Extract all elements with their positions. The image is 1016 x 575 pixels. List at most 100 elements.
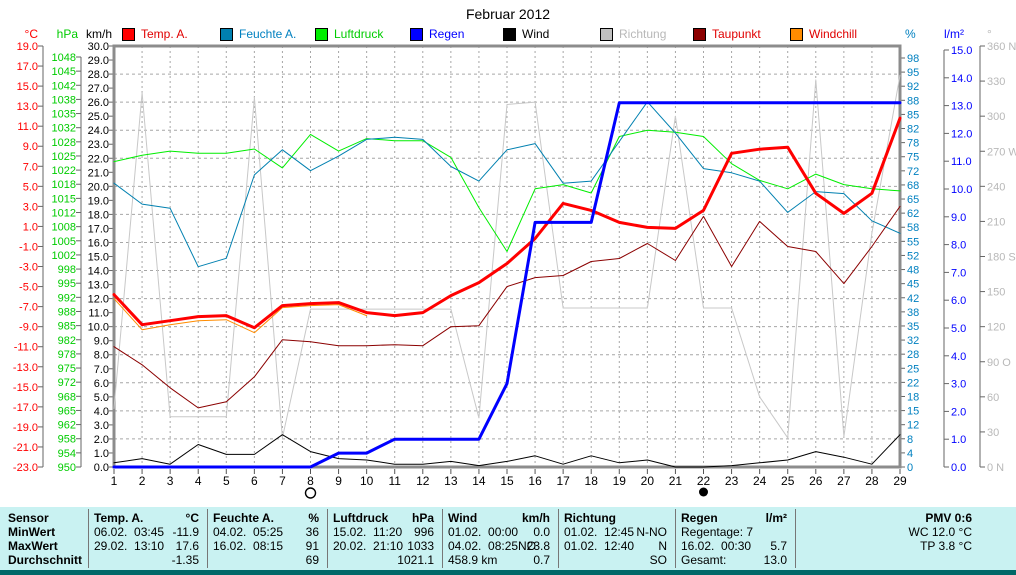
axis-percent-tick-label: 62 xyxy=(907,208,919,220)
axis-kmh-tick-label: 13.0 xyxy=(88,280,109,292)
axis-percent-tick-label: 82 xyxy=(907,124,919,136)
day-label: 5 xyxy=(223,474,230,488)
axis-hpa-tick-label: 1025 xyxy=(52,151,76,163)
legend-label: Taupunkt xyxy=(712,27,761,41)
table-separator xyxy=(207,509,208,568)
legend-item-feuchte-a: Feuchte A. xyxy=(220,27,296,41)
axis-lm2-tick-label: 3.0 xyxy=(951,379,966,391)
axis-hpa-tick-label: 988 xyxy=(58,306,76,318)
axis-degrees-tick-label: 120 xyxy=(987,322,1005,334)
axis-lm2-tick-label: 5.0 xyxy=(951,323,966,335)
axis-kmh-tick-label: 9.0 xyxy=(94,336,109,348)
stat-header-unit-3: km/h xyxy=(521,511,550,525)
axis-lm2-tick-label: 14.0 xyxy=(951,73,972,85)
legend-swatch xyxy=(315,27,328,41)
footer-strip xyxy=(0,570,1016,575)
series-taupunkt xyxy=(113,205,901,409)
day-label: 11 xyxy=(388,474,401,488)
axis-percent-tick-label: 8 xyxy=(907,434,913,446)
series-wind xyxy=(113,434,901,468)
axis-degrees-tick-label: 180 S xyxy=(987,252,1016,264)
axis-kmh-tick-label: 11.0 xyxy=(88,308,109,320)
legend-item-luftdruck: Luftdruck xyxy=(315,27,383,41)
day-label: 22 xyxy=(697,474,711,488)
day-label: 19 xyxy=(613,474,627,488)
axis-kmh-tick-label: 20.0 xyxy=(88,181,109,193)
axis-degC-tick-label: 3.0 xyxy=(23,201,38,213)
axis-hpa-tick-label: 958 xyxy=(58,434,76,446)
stat-min-value-1: 36 xyxy=(305,525,319,539)
axis-degC-tick-label: 9.0 xyxy=(23,141,38,153)
legend-label: Luftdruck xyxy=(334,27,384,41)
axis-lm2-tick-label: 11.0 xyxy=(951,156,972,168)
legend-swatch xyxy=(503,27,516,41)
day-label: 20 xyxy=(641,474,655,488)
legend-swatch xyxy=(600,27,613,41)
axis-hpa-tick-label: 1028 xyxy=(52,137,76,149)
axis-kmh-tick-label: 6.0 xyxy=(94,378,109,390)
series-temp-a xyxy=(112,116,902,330)
day-label: 18 xyxy=(585,474,599,488)
stat-avg-value-1: 69 xyxy=(305,553,319,567)
unit-percent-label: % xyxy=(905,27,916,41)
day-label: 1 xyxy=(111,474,118,488)
axis-percent-tick-label: 18 xyxy=(907,391,919,403)
stat-max-when-0: 29.02. 13:10 xyxy=(94,539,165,553)
stat-header-name-3: Wind xyxy=(448,511,478,525)
axis-percent-tick-label: 4 xyxy=(907,448,913,460)
axis-kmh-tick-label: 10.0 xyxy=(88,322,109,334)
legend-swatch xyxy=(122,27,135,41)
unit-degrees-label: ° xyxy=(987,27,992,41)
axis-kmh-tick-label: 8.0 xyxy=(94,350,109,362)
day-label: 26 xyxy=(809,474,823,488)
axis-hpa-tick-label: 1005 xyxy=(52,236,76,248)
axis-percent-tick-label: 25 xyxy=(907,363,919,375)
day-label: 6 xyxy=(251,474,258,488)
axis-kmh-tick-label: 23.0 xyxy=(88,139,109,151)
axis-hpa-tick-label: 1015 xyxy=(52,193,76,205)
axis-percent-tick-label: 15 xyxy=(907,406,919,418)
axis-degC-tick-label: -19.0 xyxy=(13,422,38,434)
stat-min-when-1: 04.02. 05:25 xyxy=(213,525,284,539)
axis-kmh-tick-label: 24.0 xyxy=(88,125,109,137)
stat-avg-when-5: Gesamt: xyxy=(681,553,727,567)
stat-avg-when-3: 458.9 km xyxy=(448,553,498,567)
axis-hpa-tick-label: 950 xyxy=(58,462,76,474)
stat-header-unit-6: PMV 0:6 xyxy=(925,511,972,525)
stat-max-value-5: 5.7 xyxy=(770,539,787,553)
stat-min-value-0: -11.9 xyxy=(172,525,199,539)
axis-hpa-tick-label: 995 xyxy=(58,278,76,290)
day-label: 27 xyxy=(837,474,851,488)
legend-item-temp-a: Temp. A. xyxy=(122,27,188,41)
table-separator xyxy=(442,509,443,568)
stat-max-when-1: 16.02. 08:15 xyxy=(213,539,284,553)
stat-max-value-3: 23.8 xyxy=(526,539,550,553)
axis-percent-tick-label: 28 xyxy=(907,349,919,361)
row-label-avg: Durchschnitt xyxy=(8,553,83,567)
axis-kmh-tick-label: 22.0 xyxy=(88,153,109,165)
axis-degC-tick-label: 7.0 xyxy=(23,161,38,173)
stat-header-unit-0: °C xyxy=(185,511,199,525)
axis-lm2-tick-label: 12.0 xyxy=(951,128,972,140)
axis-kmh-tick-label: 18.0 xyxy=(88,209,109,221)
day-label: 21 xyxy=(669,474,683,488)
axis-kmh-tick-label: 16.0 xyxy=(88,237,109,249)
axis-degrees-tick-label: 30 xyxy=(987,427,999,439)
axis-hpa-tick-label: 975 xyxy=(58,363,76,375)
day-label: 8 xyxy=(307,474,314,488)
day-label: 12 xyxy=(416,474,430,488)
axis-lm2-tick-label: 7.0 xyxy=(951,267,966,279)
stats-table-background xyxy=(0,507,1016,570)
axis-degrees-tick-label: 330 xyxy=(987,76,1005,88)
axis-kmh-tick-label: 19.0 xyxy=(88,195,109,207)
unit-kmh-label: km/h xyxy=(85,27,112,41)
axis-kmh-tick-label: 4.0 xyxy=(94,406,109,418)
plot-border xyxy=(112,44,902,469)
axis-degC-tick-label: 15.0 xyxy=(17,81,38,93)
axis-hpa-tick-label: 1018 xyxy=(52,179,76,191)
legend-item-taupunkt: Taupunkt xyxy=(693,27,761,41)
axis-degC-tick-label: -23.0 xyxy=(13,462,38,474)
axis-kmh-tick-label: 29.0 xyxy=(88,55,109,67)
stat-header-name-2: Luftdruck xyxy=(333,511,389,525)
series-regen xyxy=(112,101,902,469)
